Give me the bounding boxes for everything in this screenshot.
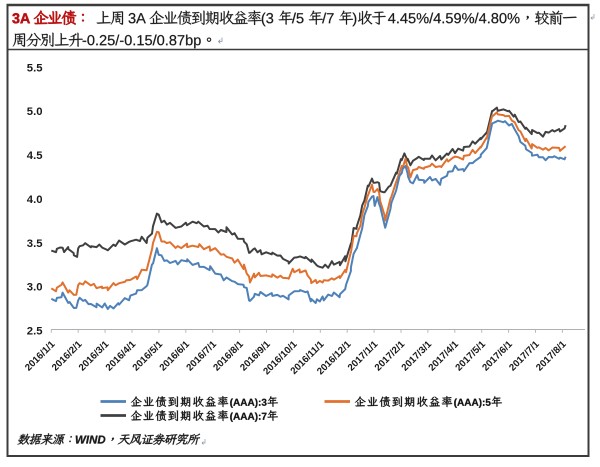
svg-text:2.5: 2.5 bbox=[27, 326, 43, 338]
svg-text:5.0: 5.0 bbox=[27, 106, 43, 118]
svg-text:3.5: 3.5 bbox=[27, 238, 43, 250]
svg-text:4.5: 4.5 bbox=[27, 150, 43, 162]
svg-text:5.5: 5.5 bbox=[27, 62, 43, 74]
svg-text:4.0: 4.0 bbox=[27, 194, 43, 206]
svg-text:3.0: 3.0 bbox=[27, 282, 43, 294]
